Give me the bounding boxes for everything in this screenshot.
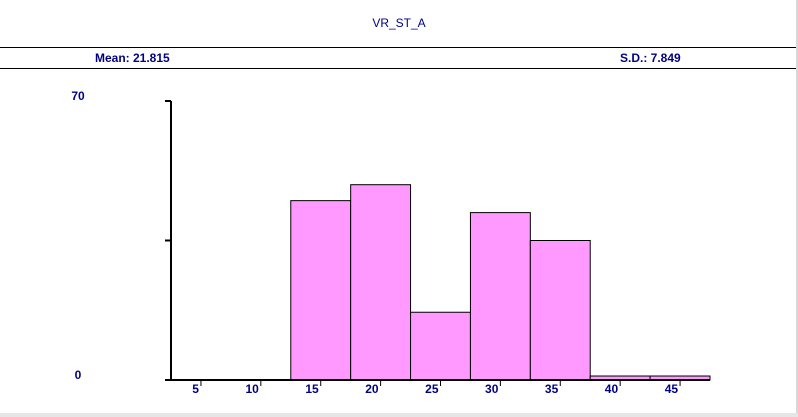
header-bottom-rule [0, 68, 798, 69]
x-tick-label: 10 [245, 382, 259, 396]
histogram-bar-3 [410, 311, 471, 381]
x-tick-label: 35 [545, 382, 559, 396]
x-tick-label: 45 [665, 382, 679, 396]
histogram-bar-5 [529, 240, 591, 381]
x-tick-label: 5 [192, 382, 199, 396]
mean-label: Mean: 21.815 [95, 51, 170, 65]
y-tick-label: 70 [71, 89, 85, 103]
window-bottom-edge [0, 413, 798, 417]
chart-title: VR_ST_A [372, 16, 426, 30]
sd-label: S.D.: 7.849 [620, 51, 681, 65]
x-tick-label: 30 [485, 382, 499, 396]
window-right-edge [796, 0, 798, 417]
x-tick-label: 20 [365, 382, 379, 396]
x-tick-label: 40 [605, 382, 619, 396]
header-top-rule [0, 47, 798, 48]
x-tick-label: 15 [305, 382, 319, 396]
histogram-bar-2 [350, 184, 412, 381]
histogram-bar-1 [290, 200, 352, 381]
histogram-bar-4 [469, 212, 531, 381]
x-tick-label: 25 [425, 382, 439, 396]
y-tick-label: 0 [75, 368, 82, 382]
